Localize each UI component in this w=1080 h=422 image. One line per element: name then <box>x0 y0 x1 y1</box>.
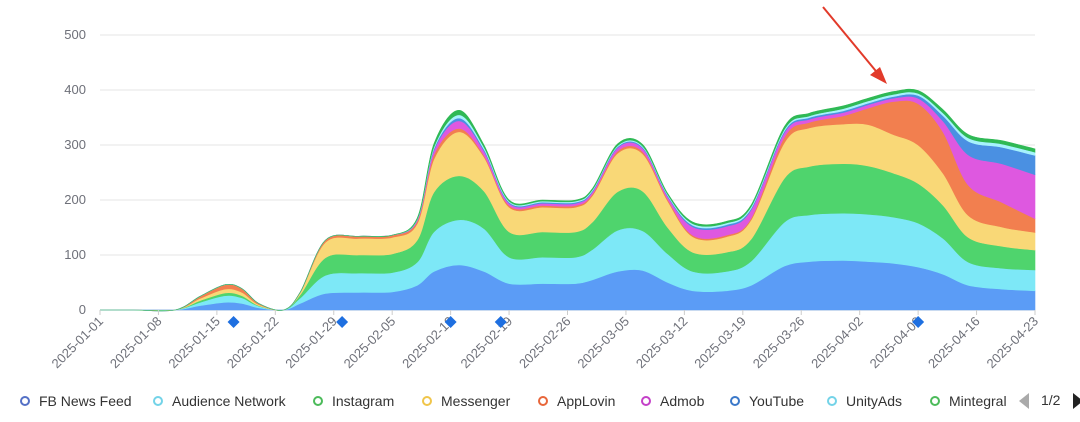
legend-ring-icon <box>313 396 323 406</box>
x-tick-label: 2025-01-15 <box>165 314 223 372</box>
y-tick-label: 500 <box>64 27 86 42</box>
y-tick-label: 400 <box>64 82 86 97</box>
area-series[interactable] <box>100 88 1036 312</box>
legend-item-mintegral[interactable]: Mintegral <box>930 388 1007 414</box>
legend-label: YouTube <box>749 393 805 409</box>
legend-item-fb-news-feed[interactable]: FB News Feed <box>20 388 132 414</box>
y-tick-label: 0 <box>79 302 86 317</box>
legend-ring-icon <box>641 396 651 406</box>
legend-label: FB News Feed <box>39 393 132 409</box>
event-marker[interactable] <box>912 316 925 328</box>
legend-label: Audience Network <box>172 393 286 409</box>
legend-label: Admob <box>660 393 705 409</box>
x-tick-label: 2025-04-02 <box>808 314 866 372</box>
event-marker[interactable] <box>444 316 457 328</box>
legend-label: Messenger <box>441 393 511 409</box>
x-tick-label: 2025-04-16 <box>925 314 983 372</box>
legend-item-admob[interactable]: Admob <box>641 388 704 414</box>
y-tick-label: 100 <box>64 247 86 262</box>
x-tick-label: 2025-01-29 <box>282 314 340 372</box>
legend-label: UnityAds <box>846 393 903 409</box>
legend-ring-icon <box>422 396 432 406</box>
x-tick-label: 2025-03-19 <box>691 314 749 372</box>
annotation-arrow <box>822 6 887 84</box>
x-tick-label: 2025-03-26 <box>750 314 808 372</box>
legend-ring-icon <box>930 396 940 406</box>
legend-item-audience-network[interactable]: Audience Network <box>153 388 286 414</box>
event-marker[interactable] <box>494 316 507 328</box>
legend-next-page-icon[interactable] <box>1073 393 1080 409</box>
legend-item-applovin[interactable]: AppLovin <box>538 388 615 414</box>
x-tick-label: 2025-01-01 <box>48 314 106 372</box>
area-series-mintegral[interactable] <box>100 88 1036 312</box>
legend: FB News Feed Audience Network Instagram Mes… <box>0 388 1080 416</box>
legend-page-indicator: 1/2 <box>1041 392 1061 408</box>
x-tick-label: 2025-01-08 <box>107 314 165 372</box>
legend-ring-icon <box>20 396 30 406</box>
legend-ring-icon <box>730 396 740 406</box>
x-axis: 2025-01-01 2025-01-08 2025-01-15 2025-01-22… <box>48 310 1041 371</box>
event-marker[interactable] <box>227 316 240 328</box>
legend-item-messenger[interactable]: Messenger <box>422 388 510 414</box>
y-axis: 0 100 200 300 400 500 <box>64 27 86 317</box>
legend-item-instagram[interactable]: Instagram <box>313 388 394 414</box>
legend-prev-page-icon[interactable] <box>1019 393 1029 409</box>
legend-items: FB News Feed Audience Network Instagram Mes… <box>0 388 1015 416</box>
legend-ring-icon <box>827 396 837 406</box>
legend-ring-icon <box>538 396 548 406</box>
x-tick-label: 2025-04-23 <box>983 314 1041 372</box>
arrow-shaft <box>822 6 881 77</box>
event-marker[interactable] <box>336 316 349 328</box>
x-tick-label: 2025-02-05 <box>341 314 399 372</box>
legend-label: AppLovin <box>557 393 616 409</box>
arrow-head <box>870 67 887 84</box>
x-tick-label: 2025-03-12 <box>633 314 691 372</box>
y-tick-label: 200 <box>64 192 86 207</box>
x-tick-label: 2025-02-26 <box>516 314 574 372</box>
legend-label: Mintegral <box>949 393 1007 409</box>
x-tick-label: 2025-03-05 <box>574 314 632 372</box>
legend-label: Instagram <box>332 393 395 409</box>
legend-item-unityads[interactable]: UnityAds <box>827 388 902 414</box>
event-markers[interactable] <box>227 316 925 328</box>
legend-ring-icon <box>153 396 163 406</box>
y-tick-label: 300 <box>64 137 86 152</box>
legend-item-youtube[interactable]: YouTube <box>730 388 804 414</box>
